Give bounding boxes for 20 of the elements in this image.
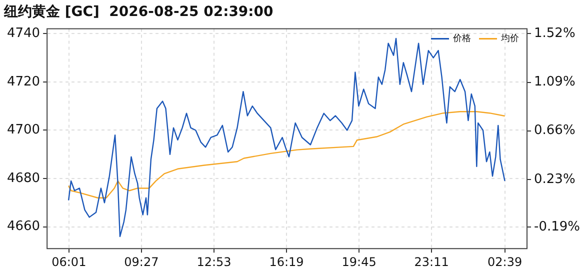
y-tick-label: 4660	[6, 219, 40, 234]
chart-title: 纽约黄金 [GC] 2026-08-25 02:39:00	[3, 4, 274, 20]
y2-tick-label: 0.66%	[534, 123, 576, 138]
y2-tick-label: 1.09%	[534, 74, 576, 90]
y-tick-label: 4740	[6, 26, 40, 42]
y-tick-label: 4720	[6, 74, 40, 90]
legend-label: 均价	[500, 33, 520, 44]
x-tick-label: 16:19	[269, 254, 304, 269]
y2-tick-label: 1.52%	[534, 26, 576, 42]
x-tick-label: 06:01	[52, 254, 86, 269]
legend-label: 价格	[452, 33, 472, 44]
x-tick-label: 23:11	[414, 254, 449, 269]
y2-tick-label: 0.23%	[534, 172, 576, 187]
x-tick-label: 02:39	[488, 254, 522, 269]
x-tick-label: 09:27	[124, 254, 159, 269]
x-tick-label: 12:53	[196, 254, 232, 269]
y-tick-label: 4700	[6, 122, 40, 138]
x-tick-label: 19:45	[342, 254, 376, 269]
y-tick-label: 4680	[6, 170, 40, 186]
y2-tick-label: -0.19%	[534, 219, 580, 234]
